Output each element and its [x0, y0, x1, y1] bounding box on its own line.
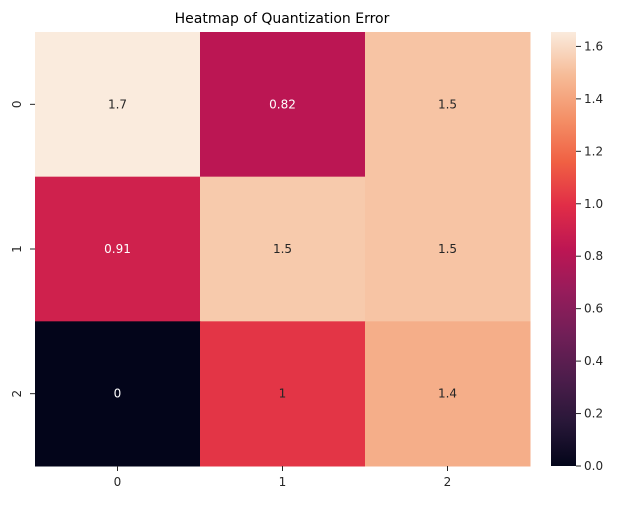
y-tick-label: 0: [10, 101, 24, 109]
heatmap-cell: [365, 176, 531, 322]
cell-annotation: 1.5: [438, 242, 457, 256]
x-tick-label: 2: [444, 475, 452, 489]
heatmap-cells: 1.7 0.82 1.5 0.91 1.5 1.5 0 1 1.4: [35, 32, 531, 467]
heatmap-cell: [35, 32, 201, 178]
colorbar: [551, 32, 576, 466]
y-axis: 0 1 2: [10, 101, 35, 398]
y-tick-label: 2: [10, 390, 24, 398]
cell-annotation: 1: [279, 387, 287, 401]
cell-annotation: 1.4: [438, 387, 457, 401]
colorbar-tick-label: 1.6: [584, 39, 603, 53]
heatmap-cell: [200, 321, 366, 467]
colorbar-tick-label: 1.2: [584, 144, 603, 158]
colorbar-tick-label: 0.6: [584, 302, 603, 316]
colorbar-tick-label: 0.2: [584, 407, 603, 421]
cell-annotation: 1.7: [108, 97, 127, 111]
colorbar-tick-label: 0.4: [584, 354, 603, 368]
x-tick-label: 1: [279, 475, 287, 489]
heatmap-cell: [200, 32, 366, 178]
colorbar-tick-label: 0.8: [584, 249, 603, 263]
heatmap-cell: [35, 321, 201, 467]
heatmap-cell: [365, 32, 531, 178]
colorbar-tick-label: 1.0: [584, 197, 603, 211]
heatmap-cell: [200, 176, 366, 322]
colorbar-axis: 0.0 0.2 0.4 0.6 0.8 1.0 1.2 1.4 1.6: [576, 39, 603, 473]
heatmap-cell: [35, 176, 201, 322]
colorbar-tick-label: 0.0: [584, 459, 603, 473]
cell-annotation: 1.5: [438, 97, 457, 111]
y-tick-label: 1: [10, 245, 24, 253]
x-axis: 0 1 2: [114, 466, 452, 489]
cell-annotation: 0.91: [104, 242, 131, 256]
cell-annotation: 0.82: [269, 97, 296, 111]
cell-annotation: 0: [114, 387, 122, 401]
x-tick-label: 0: [114, 475, 122, 489]
chart-title: Heatmap of Quantization Error: [175, 11, 390, 27]
cell-annotation: 1.5: [273, 242, 292, 256]
colorbar-tick-label: 1.4: [584, 92, 603, 106]
heatmap-cell: [365, 321, 531, 467]
